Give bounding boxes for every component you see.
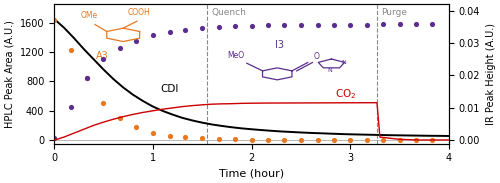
Point: [314, 138, 322, 141]
Point: [396, 23, 404, 26]
Text: O: O: [314, 52, 320, 61]
Point: [363, 138, 371, 141]
Point: [248, 138, 256, 141]
Text: N: N: [342, 60, 346, 65]
Point: [149, 132, 157, 135]
Point: [248, 24, 256, 27]
Text: A3: A3: [96, 51, 108, 61]
Point: [100, 102, 108, 105]
Point: [396, 138, 404, 141]
Text: OMe: OMe: [81, 11, 98, 20]
Text: Quench: Quench: [211, 8, 246, 17]
Point: [379, 23, 387, 26]
Point: [198, 137, 206, 140]
Point: [330, 138, 338, 141]
Point: [82, 76, 90, 79]
Point: [264, 24, 272, 27]
Text: CO$_2$: CO$_2$: [336, 87, 357, 101]
Point: [428, 138, 436, 141]
Point: [314, 24, 322, 27]
Point: [297, 138, 305, 141]
Point: [412, 23, 420, 26]
Point: [67, 48, 75, 51]
Point: [346, 23, 354, 26]
Y-axis label: IR Peak Height (A.U.): IR Peak Height (A.U.): [486, 23, 496, 125]
Y-axis label: HPLC Peak Area (A.U.): HPLC Peak Area (A.U.): [4, 20, 14, 128]
Point: [182, 136, 190, 139]
Point: [215, 138, 223, 141]
Point: [166, 134, 173, 137]
Point: [132, 126, 140, 128]
Point: [346, 138, 354, 141]
Point: [149, 33, 157, 36]
Point: [280, 138, 288, 141]
Point: [100, 58, 108, 61]
Point: [264, 138, 272, 141]
Point: [428, 23, 436, 25]
Point: [132, 39, 140, 42]
Point: [297, 24, 305, 27]
Point: [231, 138, 239, 141]
Point: [116, 47, 124, 50]
Text: Purge: Purge: [381, 8, 407, 17]
Point: [330, 23, 338, 26]
Text: CDI: CDI: [160, 83, 179, 94]
Text: I3: I3: [274, 40, 283, 50]
Point: [116, 116, 124, 119]
Text: N: N: [327, 68, 332, 73]
Point: [50, 137, 58, 140]
Point: [166, 31, 173, 33]
Point: [280, 24, 288, 27]
Point: [82, 77, 90, 80]
Point: [412, 138, 420, 141]
Point: [67, 105, 75, 108]
Text: COOH: COOH: [127, 8, 150, 17]
Point: [50, 19, 58, 22]
Point: [231, 25, 239, 28]
Point: [363, 23, 371, 26]
X-axis label: Time (hour): Time (hour): [219, 169, 284, 179]
Point: [379, 138, 387, 141]
Point: [182, 28, 190, 31]
Text: MeO: MeO: [227, 51, 244, 60]
Point: [215, 25, 223, 28]
Point: [198, 27, 206, 30]
